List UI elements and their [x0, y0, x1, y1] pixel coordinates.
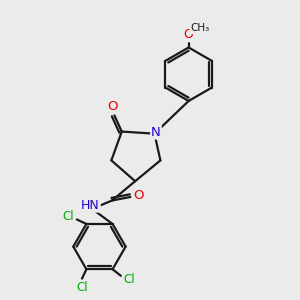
Text: Cl: Cl: [76, 280, 88, 294]
Text: O: O: [133, 189, 144, 202]
Text: Cl: Cl: [62, 210, 74, 223]
Text: HN: HN: [81, 199, 100, 212]
Text: CH₃: CH₃: [190, 23, 210, 33]
Text: O: O: [108, 100, 118, 113]
Text: N: N: [151, 126, 161, 139]
Text: Cl: Cl: [124, 273, 135, 286]
Text: O: O: [184, 28, 194, 41]
